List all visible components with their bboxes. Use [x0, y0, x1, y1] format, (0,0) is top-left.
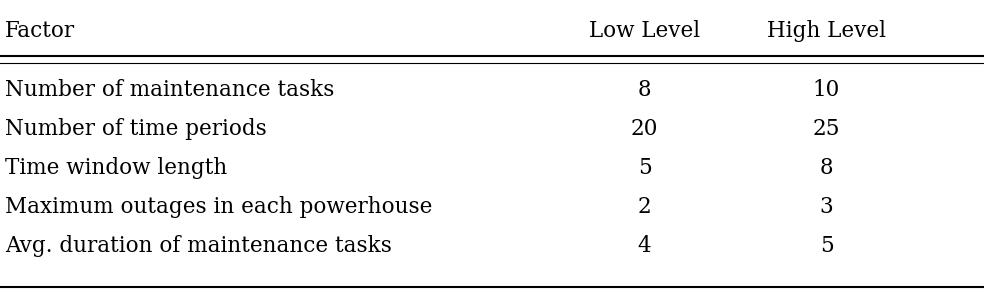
Text: Maximum outages in each powerhouse: Maximum outages in each powerhouse: [5, 196, 432, 218]
Text: 8: 8: [638, 79, 651, 101]
Text: 3: 3: [820, 196, 833, 218]
Text: 25: 25: [813, 118, 840, 140]
Text: 2: 2: [638, 196, 651, 218]
Text: Avg. duration of maintenance tasks: Avg. duration of maintenance tasks: [5, 235, 392, 257]
Text: Low Level: Low Level: [589, 20, 700, 42]
Text: 20: 20: [631, 118, 658, 140]
Text: 5: 5: [638, 157, 651, 179]
Text: 8: 8: [820, 157, 833, 179]
Text: High Level: High Level: [768, 20, 886, 42]
Text: Number of maintenance tasks: Number of maintenance tasks: [5, 79, 335, 101]
Text: Number of time periods: Number of time periods: [5, 118, 267, 140]
Text: Factor: Factor: [5, 20, 75, 42]
Text: Time window length: Time window length: [5, 157, 227, 179]
Text: 4: 4: [638, 235, 651, 257]
Text: 10: 10: [813, 79, 840, 101]
Text: 5: 5: [820, 235, 833, 257]
